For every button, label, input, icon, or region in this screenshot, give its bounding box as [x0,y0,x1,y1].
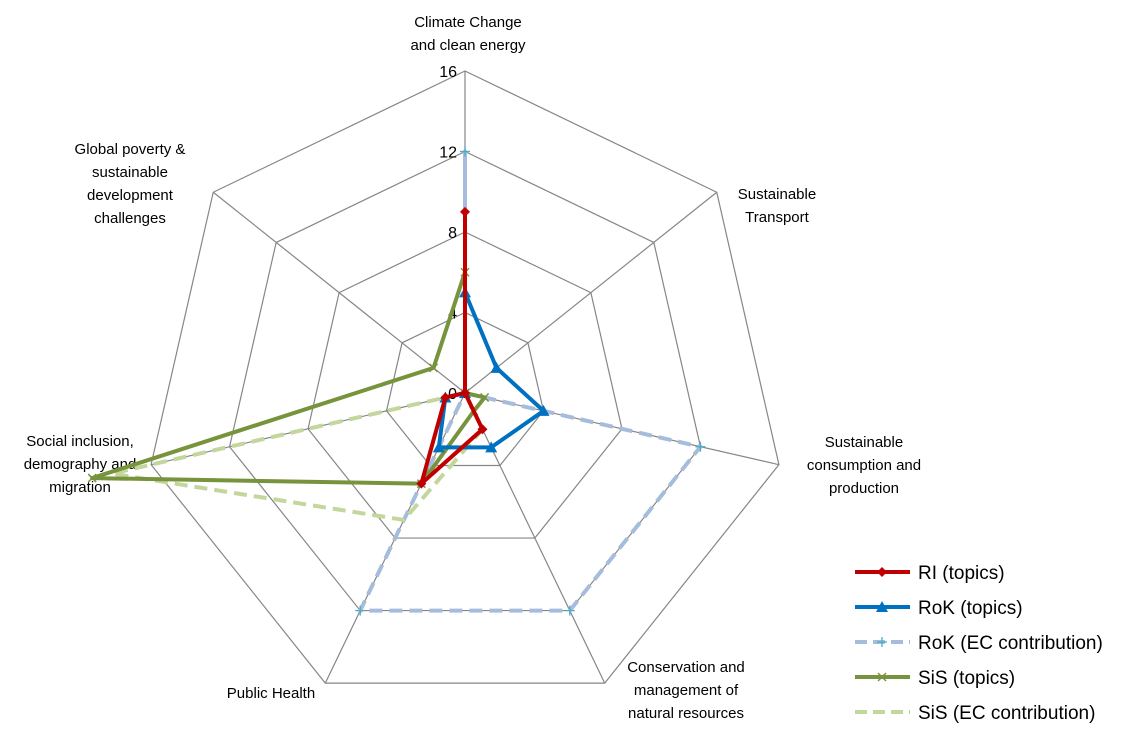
legend-item-0: RI (topics) [855,563,1005,584]
series-1-point-2 [537,404,550,416]
legend-label-1: RoK (topics) [918,598,1023,619]
legend-item-2: RoK (EC contribution) [855,633,1103,654]
series-1-point-1 [490,361,503,373]
category-label-5: Social inclusion, demography and migration [24,433,137,496]
series-0-point-4 [416,478,427,489]
legend-label-4: SiS (EC contribution) [918,703,1095,724]
grid-ring-4 [385,311,545,467]
radar-grid [150,70,780,684]
legend-item-4: SiS (EC contribution) [855,703,1095,724]
legend-item-3: SiS (topics) [855,668,1015,689]
legend-marker-3 [877,672,887,682]
series-2-point-4 [355,605,366,616]
series-3-point-6 [429,363,439,373]
data-series [87,146,706,616]
series-line-2 [358,149,703,613]
legend-marker-2 [877,637,887,647]
tick-label-12: 12 [439,145,457,162]
grid-ring-8 [307,231,623,539]
series-3-point-5 [87,473,97,483]
tick-label-16: 16 [439,64,457,81]
series-0-point-6 [460,388,470,398]
grid-ring-16 [150,70,780,684]
series-2-point-2 [695,441,706,452]
series-0-point-3 [477,424,488,435]
series-0-point-0 [460,206,470,217]
legend-item-1: RoK (topics) [855,598,1023,619]
series-2-point-0 [460,146,470,157]
legend-label-0: RI (topics) [918,563,1005,584]
category-label-2: Sustainable consumption and production [807,434,921,497]
spoke-1 [464,191,718,394]
legend-marker-0 [877,567,887,577]
spoke-3 [464,392,606,684]
series-1-point-3 [485,441,498,453]
grid-ring-12 [228,150,702,612]
legend-marker-1 [876,601,888,612]
legend: RI (topics) RoK (topics) RoK (EC contribut… [855,563,1103,724]
series-2 [355,146,706,616]
series-1-point-4 [432,441,445,453]
series-3-point-2 [480,392,490,403]
category-label-3: Conservation and management of natural res… [627,659,745,722]
category-label-4: Public Health [227,685,315,702]
category-label-6: Global poverty & sustainable development ch… [75,141,186,227]
series-0-point-5 [440,392,451,403]
series-2-point-3 [564,605,575,616]
legend-label-2: RoK (EC contribution) [918,633,1103,654]
legend-label-3: SiS (topics) [918,668,1015,689]
category-labels: Climate Change and clean energy Sustainabl… [24,14,921,722]
category-label-0: Climate Change and clean energy [410,14,526,54]
series-0 [416,206,488,489]
category-label-1: Sustainable Transport [738,186,816,226]
series-line-3 [90,270,487,486]
spoke-6 [212,191,466,394]
tick-label-8: 8 [448,225,457,242]
